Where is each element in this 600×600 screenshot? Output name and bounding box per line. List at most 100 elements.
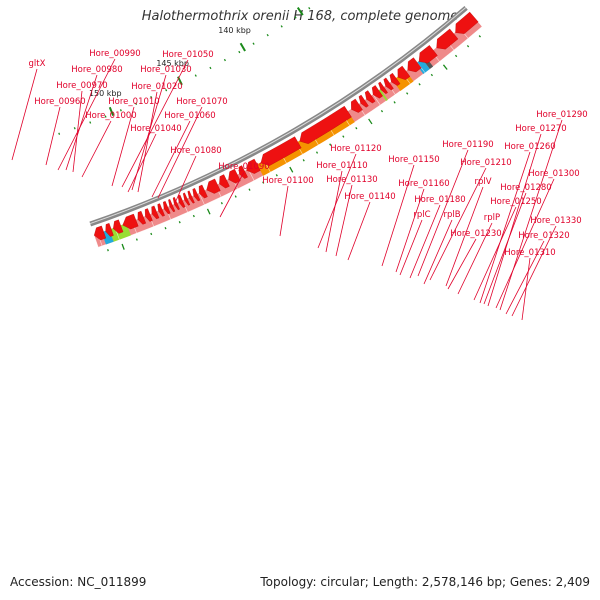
accession-label: Accession: NC_011899 bbox=[10, 575, 147, 589]
outer-tick bbox=[393, 101, 396, 104]
cds-arrow bbox=[172, 197, 180, 211]
gene-leader-line bbox=[279, 185, 289, 237]
outer-tick bbox=[289, 166, 294, 173]
outer-tick bbox=[220, 202, 223, 205]
outer-tick bbox=[248, 188, 251, 191]
gene-label: Hore_01320 bbox=[518, 231, 569, 241]
gene-leader-line bbox=[45, 106, 61, 166]
scale-tick-minor bbox=[238, 50, 241, 54]
gene-leader-line bbox=[11, 68, 38, 161]
gene-leader-line bbox=[219, 171, 245, 218]
cds-arrow bbox=[299, 105, 352, 144]
gene-label: rplC bbox=[413, 210, 430, 220]
cds-arrow bbox=[137, 210, 147, 225]
outer-tick bbox=[315, 151, 319, 154]
gene-leader-line bbox=[347, 201, 371, 261]
gene-label: Hore_00990 bbox=[89, 49, 140, 59]
cds-arrow bbox=[358, 94, 369, 108]
gene-leader-line bbox=[483, 192, 527, 305]
scale-tick-major bbox=[108, 106, 115, 117]
outer-tick bbox=[164, 227, 167, 230]
gene-label: Hore_01050 bbox=[162, 50, 213, 60]
gene-label: Hore_01290 bbox=[536, 110, 587, 120]
gene-leader-line bbox=[447, 238, 477, 290]
feature-separator bbox=[198, 192, 205, 205]
cds-arrow bbox=[151, 205, 160, 220]
feature-separator bbox=[372, 94, 381, 106]
outer-tick bbox=[206, 208, 211, 215]
gene-label: Hore_01080 bbox=[170, 146, 221, 156]
backbone-arc bbox=[89, 6, 468, 227]
cds-arrow bbox=[177, 194, 186, 208]
scale-tick-minor bbox=[150, 95, 153, 99]
gene-leader-line bbox=[174, 155, 197, 204]
scale-tick-minor bbox=[73, 127, 76, 130]
cds-arrow bbox=[246, 158, 261, 174]
scale-tick-minor bbox=[194, 74, 197, 77]
gene-label: Hore_01230 bbox=[450, 229, 501, 239]
scale-tick-minor bbox=[58, 132, 61, 135]
gene-leader-line bbox=[479, 151, 531, 304]
gene-label: Hore_00960 bbox=[34, 97, 85, 107]
gene-leader-line bbox=[157, 106, 203, 199]
gene-leader-line bbox=[499, 119, 563, 311]
outer-tick bbox=[466, 45, 470, 48]
gene-leader-line bbox=[399, 219, 423, 276]
scale-tick-minor bbox=[89, 121, 92, 124]
cds-arrow bbox=[397, 65, 411, 80]
cds-arrow bbox=[418, 45, 438, 64]
gene-leader-line bbox=[487, 133, 542, 307]
gene-label: Hore_01110 bbox=[316, 161, 367, 171]
gene-leader-line bbox=[72, 90, 83, 173]
outer-tick bbox=[380, 109, 384, 113]
cds-arrow bbox=[113, 219, 124, 234]
outer-tick bbox=[121, 243, 125, 250]
outer-tick bbox=[192, 214, 195, 218]
cyan-feature-segment bbox=[101, 229, 114, 245]
cds-arrow bbox=[192, 188, 201, 202]
gene-label: Hore_01160 bbox=[398, 179, 449, 189]
gene-leader-line bbox=[151, 120, 191, 198]
gene-label: Hore_00980 bbox=[71, 65, 122, 75]
scale-tick-major bbox=[296, 6, 304, 16]
outer-tick bbox=[430, 73, 434, 77]
gene-leader-line bbox=[81, 120, 112, 178]
gene-leader-line bbox=[511, 225, 557, 317]
map-title: Halothermothrix orenii H 168, complete g… bbox=[141, 9, 459, 24]
gene-label: rplP bbox=[484, 213, 500, 223]
gene-label: rplV bbox=[474, 177, 491, 187]
gene-leader-line bbox=[473, 206, 517, 301]
cds-arrow bbox=[364, 90, 376, 104]
cds-arrow bbox=[93, 225, 107, 241]
gene-label: Hore_01000 bbox=[85, 111, 136, 121]
gene-label: rplB bbox=[443, 210, 460, 220]
gene-leader-line bbox=[111, 106, 135, 187]
cds-arrow bbox=[206, 178, 221, 194]
gene-label: Hore_01070 bbox=[176, 97, 227, 107]
gene-leader-line bbox=[429, 167, 487, 281]
gene-leader-line bbox=[65, 74, 98, 171]
cds-arrow bbox=[168, 199, 176, 213]
outer-tick bbox=[262, 181, 265, 184]
green-feature-segment bbox=[378, 89, 388, 101]
cds-arrow bbox=[407, 57, 422, 73]
outer-tick bbox=[368, 118, 373, 125]
cyan-feature-segment bbox=[415, 58, 430, 74]
scale-tick-minor bbox=[165, 89, 168, 92]
cds-arrow bbox=[351, 98, 363, 113]
gene-label: Hore_01030 bbox=[140, 65, 191, 75]
gene-label: Hore_01020 bbox=[131, 82, 182, 92]
cds-arrow bbox=[378, 81, 388, 95]
gene-label: Hore_01180 bbox=[414, 195, 465, 205]
cds-arrow bbox=[260, 136, 302, 166]
outer-tick bbox=[406, 92, 409, 95]
gene-leader-line bbox=[409, 204, 441, 279]
gene-label: Hore_01300 bbox=[528, 169, 579, 179]
gene-label: Hore_01210 bbox=[460, 158, 511, 168]
gene-leader-line bbox=[505, 240, 545, 315]
cds-arrow bbox=[198, 184, 208, 199]
gene-label: Hore_00970 bbox=[56, 81, 107, 91]
cds-arrow bbox=[371, 85, 383, 99]
outer-tick bbox=[355, 127, 358, 130]
outer-tick bbox=[234, 195, 237, 198]
